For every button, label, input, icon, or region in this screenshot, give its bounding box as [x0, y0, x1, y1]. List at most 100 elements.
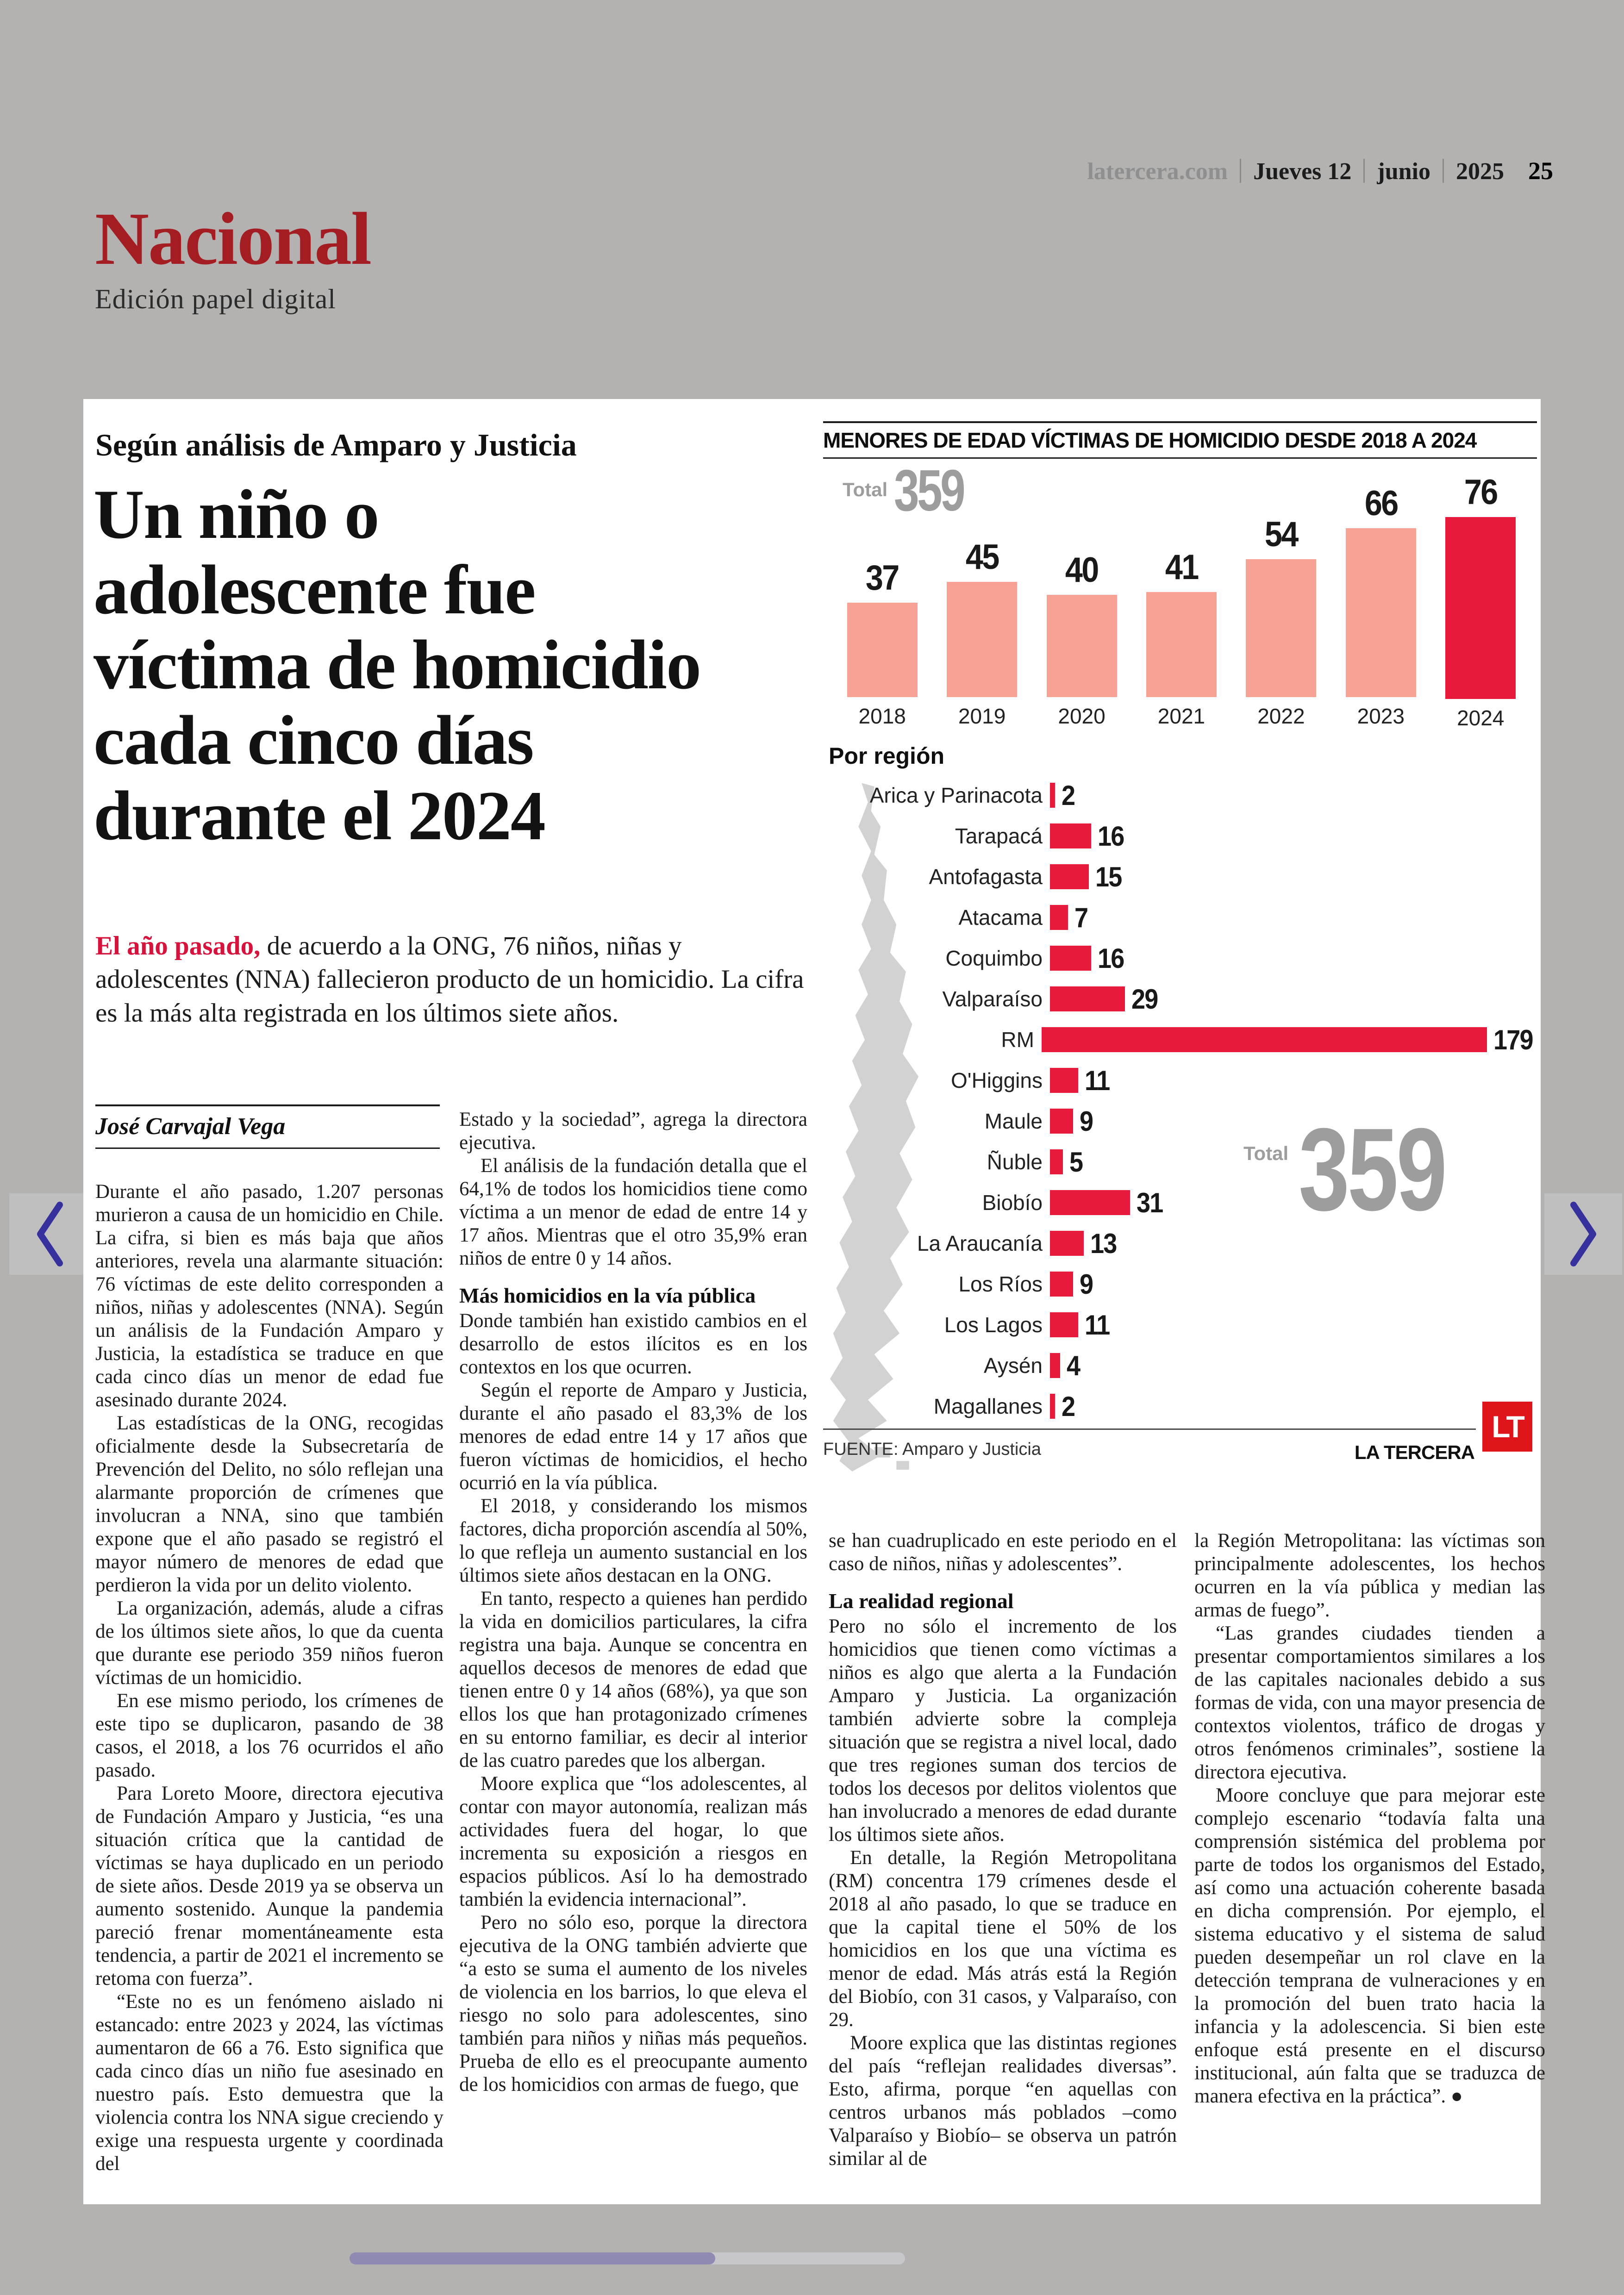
year-bar-group-2023: 66 2023 [1331, 472, 1430, 731]
region-value: 15 [1095, 861, 1122, 892]
region-row-ays-n: Aysén 4 [823, 1345, 1537, 1386]
bar-2018 [847, 603, 918, 697]
total-label: Total [1243, 1142, 1289, 1164]
region-bar [1050, 1272, 1073, 1297]
year-bar-group-2019: 45 2019 [932, 472, 1031, 731]
region-value: 11 [1085, 1065, 1110, 1096]
infographic-rule-bottom [823, 1428, 1476, 1430]
region-label: Biobío [982, 1191, 1043, 1215]
region-label: O'Higgins [951, 1068, 1043, 1092]
region-value: 9 [1080, 1268, 1093, 1300]
article-column-2: Estado y la sociedad”, agrega la directo… [459, 1108, 807, 2182]
byline: José Carvajal Vega [95, 1113, 286, 1140]
year-bar-group-2020: 40 2020 [1032, 472, 1131, 731]
region-bar [1050, 1353, 1060, 1378]
by-region-label: Por región [829, 743, 945, 769]
article-paragraph: En detalle, la Región Metropolitana (RM)… [829, 1847, 1177, 2031]
region-row-arica-y-parinacota: Arica y Parinacota 2 [823, 775, 1537, 816]
bar-2020 [1046, 595, 1117, 697]
region-value: 31 [1137, 1187, 1163, 1218]
region-bar [1050, 1231, 1084, 1256]
year-label: 2024 [1457, 705, 1505, 730]
region-row-atacama: Atacama 7 [823, 897, 1537, 938]
article-paragraph: Durante el año pasado, 1.207 personas mu… [95, 1181, 443, 1411]
bar-value: 76 [1464, 473, 1498, 512]
page-scrollbar-track[interactable] [350, 2252, 905, 2264]
region-bar [1041, 1027, 1487, 1052]
chevron-left-icon [37, 1202, 63, 1266]
la-tercera-logo: LT [1482, 1402, 1532, 1452]
bar-2019 [947, 582, 1018, 697]
bar-value: 66 [1364, 484, 1398, 523]
article-paragraph: se han cuadruplicado en este periodo en … [829, 1530, 1177, 1575]
region-bar [1050, 864, 1089, 889]
year-label: 2023 [1357, 704, 1405, 728]
region-value: 2 [1062, 1391, 1075, 1422]
section-masthead: Nacional Edición papel digital [95, 198, 372, 315]
victims-by-region-chart: Arica y Parinacota 2 Tarapacá 16 Antofagasta… [823, 775, 1537, 1427]
page-scrollbar-thumb[interactable] [350, 2252, 715, 2264]
article-lede: El año pasado, de acuerdo a la ONG, 76 n… [95, 929, 818, 1030]
bar-value: 40 [1065, 550, 1099, 590]
article-paragraph: Las estadísticas de la ONG, recogidas of… [95, 1412, 443, 1596]
region-label: Magallanes [933, 1394, 1043, 1418]
region-row-tarapac-: Tarapacá 16 [823, 816, 1537, 856]
region-value: 16 [1098, 942, 1124, 974]
total-victims-bottom: Total 359 [1243, 1110, 1487, 1228]
bar-2022 [1246, 559, 1317, 697]
article-paragraph: Donde también han existido cambios en el… [459, 1310, 807, 1378]
region-label: Los Ríos [958, 1272, 1043, 1296]
region-bar [1050, 1190, 1130, 1215]
region-row-o-higgins: O'Higgins 11 [823, 1060, 1537, 1101]
region-bar [1050, 905, 1068, 930]
region-bar [1050, 1068, 1078, 1093]
bar-2021 [1146, 592, 1217, 697]
byline-rule-top [95, 1104, 440, 1106]
region-row-los-r-os: Los Ríos 9 [823, 1264, 1537, 1304]
region-row-rm: RM 179 [823, 1019, 1537, 1060]
region-label: Arica y Parinacota [869, 783, 1043, 807]
region-value: 9 [1080, 1105, 1093, 1137]
region-bar [1050, 946, 1091, 971]
total-value: 359 [894, 458, 966, 523]
article-column-1: Durante el año pasado, 1.207 personas mu… [95, 1180, 443, 2189]
article-paragraph: Moore concluye que para mejorar este com… [1194, 1784, 1545, 2107]
region-value: 4 [1067, 1350, 1081, 1381]
header-divider [1443, 159, 1444, 183]
article-paragraph: Para Loreto Moore, directora ejecutiva d… [95, 1783, 443, 1989]
infographic-source: FUENTE: Amparo y Justicia [823, 1440, 1041, 1459]
header-divider [1363, 159, 1365, 183]
total-victims-top: Total 359 [843, 458, 983, 523]
next-page-button[interactable] [1544, 1193, 1622, 1275]
article-paragraph: En tanto, respecto a quienes han perdido… [459, 1588, 807, 1772]
section-title: Nacional [95, 198, 372, 281]
region-value: 2 [1062, 780, 1075, 811]
article-panel: Según análisis de Amparo y Justicia Un n… [83, 399, 1545, 2204]
region-label: Atacama [958, 905, 1043, 929]
year-bar-group-2024: 76 2024 [1431, 472, 1530, 731]
article-paragraph: “Este no es un fenómeno aislado ni estan… [95, 1991, 443, 2175]
lede-highlight: El año pasado, [95, 931, 261, 960]
region-row-la-araucan-a: La Araucanía 13 [823, 1223, 1537, 1264]
year-bar-group-2018: 37 2018 [832, 472, 932, 731]
previous-page-button[interactable] [9, 1193, 91, 1275]
infographic-title: MENORES DE EDAD VÍCTIMAS DE HOMICIDIO DE… [823, 428, 1477, 452]
region-label: La Araucanía [917, 1231, 1043, 1255]
chevron-right-icon [1570, 1202, 1596, 1266]
region-value: 16 [1098, 820, 1124, 852]
page-number: 25 [1528, 157, 1553, 185]
bar-value: 54 [1265, 515, 1299, 554]
region-row-maule: Maule 9 [823, 1101, 1537, 1141]
article-paragraph: La organización, además, alude a cifras … [95, 1597, 443, 1689]
region-value: 29 [1131, 983, 1158, 1015]
region-label: Coquimbo [945, 946, 1043, 970]
region-label: Valparaíso [942, 987, 1043, 1011]
bar-value: 37 [866, 558, 899, 598]
article-column-3: se han cuadruplicado en este periodo en … [829, 1529, 1177, 2196]
region-bar [1050, 1109, 1073, 1134]
year-label: 2020 [1058, 704, 1106, 728]
bar-2024 [1445, 517, 1516, 699]
article-paragraph: Según el reporte de Amparo y Justicia, d… [459, 1379, 807, 1494]
region-bar [1050, 823, 1091, 848]
byline-block: José Carvajal Vega [95, 1104, 440, 1149]
